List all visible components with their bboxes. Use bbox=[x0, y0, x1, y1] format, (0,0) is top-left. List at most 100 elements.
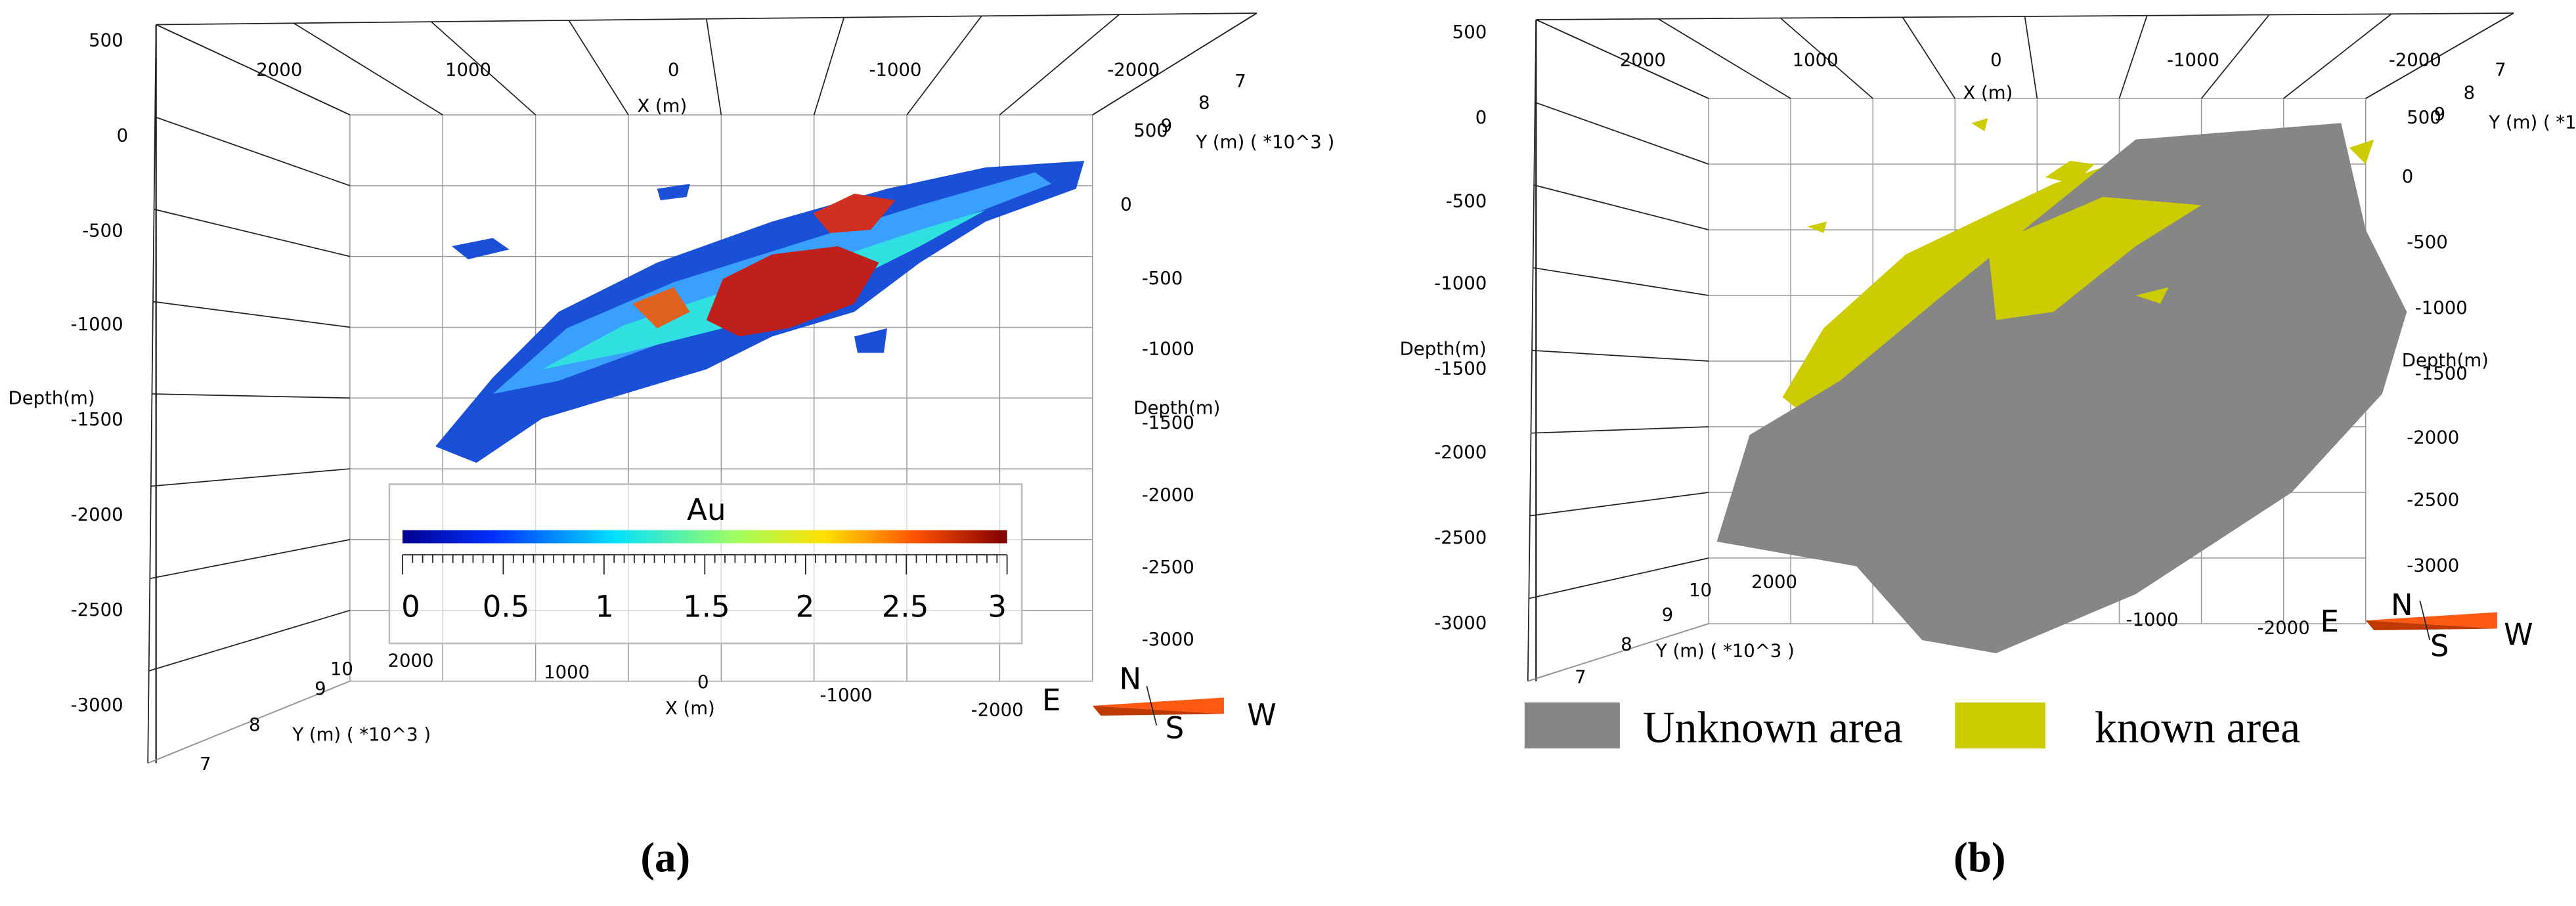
grid-line bbox=[1536, 12, 2514, 20]
grid-line bbox=[1686, 623, 1709, 632]
grid-line bbox=[1535, 102, 1709, 165]
grid-line bbox=[813, 17, 845, 116]
layout bbox=[147, 12, 2514, 764]
label: 500 bbox=[1452, 22, 1487, 43]
ore-body bbox=[854, 328, 888, 353]
label: 7 bbox=[1234, 71, 1246, 92]
label: X (m) bbox=[1963, 83, 2013, 104]
label: 7 bbox=[2495, 60, 2506, 81]
label: -2000 bbox=[971, 700, 1024, 721]
grid-line bbox=[2024, 16, 2038, 99]
grid-line bbox=[568, 20, 629, 116]
label: Au bbox=[687, 492, 726, 527]
label: -500 bbox=[1446, 191, 1487, 212]
label: E bbox=[1042, 683, 1060, 718]
label: Depth(m) bbox=[1400, 339, 1487, 360]
label: -1000 bbox=[2167, 50, 2219, 71]
grid-line bbox=[1527, 19, 1537, 681]
grid-line bbox=[1902, 16, 1956, 99]
label: Depth(m) bbox=[9, 388, 95, 409]
label: 2 bbox=[796, 590, 815, 624]
label: 2000 bbox=[387, 651, 433, 672]
label: (a) bbox=[640, 834, 690, 881]
label: W bbox=[1247, 698, 1277, 733]
grid-line bbox=[152, 301, 351, 328]
label: 0 bbox=[697, 672, 709, 693]
label: -1500 bbox=[2415, 363, 2468, 384]
label: -3000 bbox=[71, 695, 123, 716]
label: S bbox=[2430, 629, 2449, 664]
grid-line bbox=[2283, 13, 2392, 99]
label: 8 bbox=[1198, 93, 1210, 114]
label: Y (m) ( *10^3 ) bbox=[292, 724, 431, 745]
label: 10 bbox=[1689, 580, 1712, 601]
label: 0 bbox=[1120, 194, 1132, 215]
label: -2500 bbox=[71, 599, 123, 620]
label: 8 bbox=[249, 714, 261, 735]
label: -500 bbox=[2407, 232, 2447, 253]
known-area bbox=[2135, 287, 2169, 304]
label: -1000 bbox=[2126, 609, 2179, 630]
label: 9 bbox=[315, 678, 326, 699]
ore-body bbox=[657, 184, 690, 200]
grid-line bbox=[293, 22, 443, 116]
grid-line bbox=[2365, 12, 2514, 99]
label: 0 bbox=[2402, 166, 2414, 187]
label: -2000 bbox=[1142, 485, 1194, 506]
label: X (m) bbox=[665, 698, 715, 719]
label: Y (m) ( *10^3 ) bbox=[2488, 112, 2576, 133]
grid-line bbox=[154, 116, 351, 186]
grid-line bbox=[156, 24, 351, 116]
label: -1500 bbox=[1142, 412, 1194, 433]
ore-body bbox=[632, 287, 690, 328]
compass bbox=[2365, 612, 2497, 629]
label: Y (m) ( *10^3 ) bbox=[1195, 132, 1334, 153]
label: 0 bbox=[668, 60, 680, 81]
grid-line bbox=[156, 12, 1257, 26]
label: 7 bbox=[200, 754, 211, 775]
label: -2000 bbox=[2407, 427, 2459, 448]
label: -1000 bbox=[1434, 273, 1487, 294]
colorbar-frame bbox=[388, 483, 1023, 645]
label: -1000 bbox=[1142, 339, 1194, 360]
label: -1500 bbox=[71, 409, 123, 430]
known-area bbox=[1807, 221, 1827, 233]
compass bbox=[2365, 620, 2497, 630]
label: 2000 bbox=[1620, 50, 1666, 71]
label: 500 bbox=[1133, 120, 1168, 141]
label: 2000 bbox=[256, 60, 302, 81]
grid-line bbox=[1529, 557, 1709, 599]
compass bbox=[1092, 706, 1224, 716]
label: 1 bbox=[595, 590, 614, 624]
label: 0 bbox=[401, 590, 420, 624]
label: -2000 bbox=[2389, 50, 2441, 71]
grid-line bbox=[147, 24, 157, 764]
grid-line bbox=[1779, 17, 1873, 99]
label: -2500 bbox=[1434, 527, 1487, 548]
label: 9 bbox=[1161, 116, 1173, 137]
known-area bbox=[1988, 197, 2202, 320]
label: 2.5 bbox=[882, 590, 929, 624]
label: -3000 bbox=[1142, 629, 1194, 650]
grid-line bbox=[1531, 426, 1709, 434]
label: 7 bbox=[1575, 667, 1586, 688]
grid-line bbox=[2200, 14, 2270, 99]
grid-line bbox=[324, 680, 351, 692]
grid-line bbox=[1531, 349, 1709, 362]
label: -1500 bbox=[1434, 358, 1487, 379]
grid-line bbox=[1146, 685, 1158, 726]
colorbar bbox=[402, 530, 1007, 544]
known-area bbox=[2045, 161, 2095, 184]
label: 0.5 bbox=[483, 590, 530, 624]
grid-line bbox=[150, 539, 351, 580]
grid-line bbox=[1533, 184, 1709, 230]
label: N bbox=[1119, 662, 1141, 697]
label: known area bbox=[2095, 703, 2300, 752]
grid-line bbox=[1529, 492, 1709, 517]
label: Depth(m) bbox=[2402, 350, 2489, 371]
label: -1000 bbox=[820, 685, 873, 706]
label: 0 bbox=[1990, 50, 2002, 71]
label: Depth(m) bbox=[1133, 398, 1220, 419]
label: 500 bbox=[2407, 107, 2441, 128]
